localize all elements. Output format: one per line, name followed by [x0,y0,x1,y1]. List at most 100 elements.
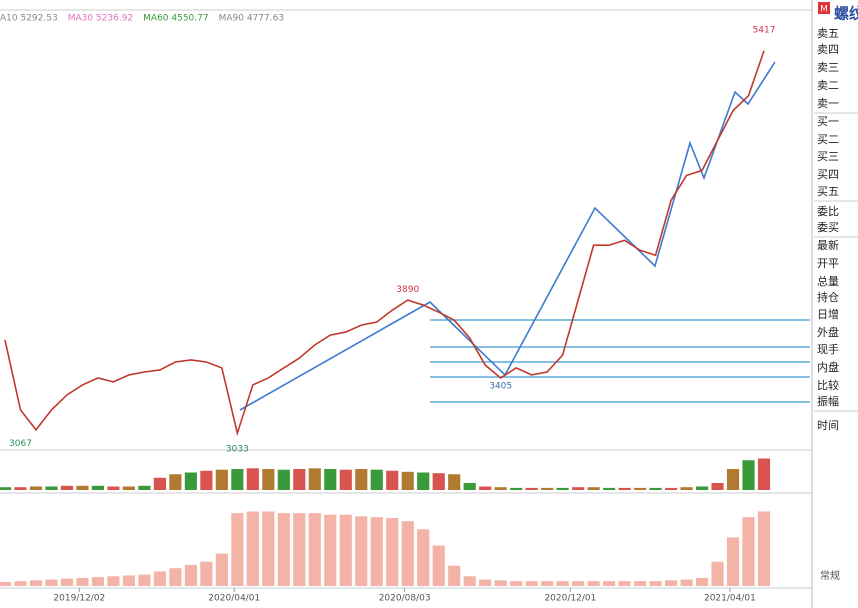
side-label: 买一 [817,115,839,128]
volume-bar [680,487,693,490]
price-label: 5417 [753,26,776,36]
side-label: 委买 [817,221,839,234]
oi-bar [634,581,647,586]
oi-bar [695,577,709,586]
oi-bar [742,517,755,586]
side-label: 总量 [817,274,839,288]
side-label: 委比 [817,205,839,218]
side-label: 比较 [817,378,839,392]
legend-entry: A10 5292.53 [0,14,58,24]
oi-bar [122,575,135,586]
oi-bar [0,581,12,586]
volume-bar [525,487,538,490]
mode-label: 常规 [820,569,840,582]
side-label: 现手 [817,342,839,356]
volume-bar [231,469,244,490]
volume-bar [122,486,135,490]
oi-bar [29,580,43,586]
x-tick-label: 2021/04/01 [704,594,756,604]
volume-bar [339,469,352,490]
oi-bar [138,574,151,586]
oi-bar [370,517,383,586]
side-label: 卖一 [817,97,839,110]
oi-bar [417,529,430,586]
oi-bar [169,568,182,586]
side-label: 买二 [817,133,839,146]
oi-bar [649,581,662,586]
volume-bar [634,487,647,490]
side-label: 开平 [817,257,839,270]
volume-bar [29,486,43,490]
side-label: 时间 [817,419,839,432]
volume-bar [711,483,724,490]
price-label: 3067 [9,439,32,449]
oi-bar [726,537,740,586]
volume-bar [726,469,740,490]
oi-bar [107,576,120,586]
side-label: 持仓 [817,290,839,304]
oi-bar [200,561,213,586]
side-label: 卖二 [817,79,839,92]
oi-bar [680,579,693,586]
volume-bar [401,471,414,490]
volume-bar [277,469,290,490]
volume-bar [169,474,182,490]
side-label: 卖三 [817,61,839,74]
x-tick-label: 2020/12/01 [544,594,596,604]
oi-bar [277,513,290,586]
legend-entry: MA90 4777.63 [219,14,284,24]
volume-bar [695,486,709,490]
badge: M [820,5,828,15]
fib-lines [430,319,810,403]
oi-bar [14,581,27,586]
volume-bar [153,477,166,490]
oi-bar [603,581,616,586]
x-tick-label: 2020/08/03 [379,594,431,604]
volume-bar [757,458,771,490]
oi-bar [494,580,507,586]
price-label: 3405 [489,381,512,391]
oi-bar [339,514,352,586]
side-label: 卖四 [817,43,839,56]
side-label: 最新 [817,238,839,252]
volume-bar [572,487,585,490]
volume-bar [355,469,368,490]
volume-bar [14,487,27,490]
volume-bar [308,468,321,490]
oi-bar [308,513,321,586]
side-label: 外盘 [817,325,839,339]
oi-bar [246,511,259,586]
volume-bar [494,487,507,490]
legend-entry: MA60 4550.77 [143,14,208,24]
side-panel: M 螺纹 常规 [818,2,858,582]
volume-bar [370,469,383,490]
oi-bar [541,581,554,586]
volume-bar [246,468,259,490]
oi-bar [463,576,476,586]
badge-box [818,2,830,14]
oi-bar [479,579,492,586]
oi-bar [324,514,337,586]
volume-bar [479,486,492,490]
volume-bar [0,487,12,490]
x-tick-label: 2019/12/02 [53,594,105,604]
volume-bar [293,469,306,490]
side-label: 买四 [817,168,839,181]
volume-bar [184,472,197,490]
side-label: 内盘 [817,360,839,374]
volume-bar [76,485,89,490]
volume-bar [463,483,476,490]
oi-bar [153,571,166,586]
oi-bar [510,581,523,586]
oi-bar [45,579,58,586]
oi-bar [711,561,724,586]
oi-bar [556,581,569,586]
oi-bar [525,581,538,586]
volume-bar [541,487,554,490]
volume-bar [432,473,445,490]
volume-bar [262,469,275,490]
volume-bar [138,485,151,490]
